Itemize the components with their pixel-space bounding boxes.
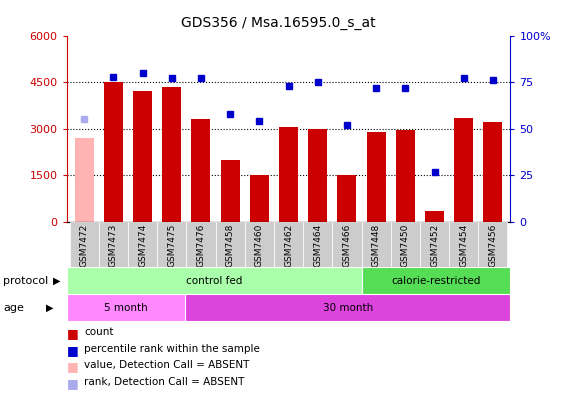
Text: GSM7473: GSM7473: [109, 224, 118, 267]
Text: GSM7464: GSM7464: [313, 224, 322, 267]
Bar: [274, 222, 303, 267]
Bar: [245, 222, 274, 267]
Text: ■: ■: [67, 327, 78, 340]
Bar: [128, 222, 157, 267]
Text: value, Detection Call = ABSENT: value, Detection Call = ABSENT: [84, 360, 249, 370]
Text: age: age: [3, 303, 24, 313]
Bar: [454, 118, 473, 222]
Text: GSM7474: GSM7474: [138, 224, 147, 267]
Text: GSM7462: GSM7462: [284, 224, 293, 267]
Bar: [449, 222, 478, 267]
Text: ■: ■: [67, 377, 78, 390]
Text: protocol: protocol: [3, 276, 48, 286]
Bar: [303, 222, 332, 267]
Text: count: count: [84, 327, 114, 337]
Text: ▶: ▶: [53, 276, 61, 286]
Bar: [478, 222, 508, 267]
Text: GSM7458: GSM7458: [226, 224, 235, 267]
Bar: [279, 127, 298, 222]
Text: GSM7454: GSM7454: [459, 224, 468, 267]
Bar: [220, 160, 240, 222]
Bar: [162, 87, 182, 222]
Bar: [361, 222, 391, 267]
Bar: [186, 222, 216, 267]
Bar: [391, 222, 420, 267]
Bar: [362, 267, 510, 294]
Bar: [396, 130, 415, 222]
Text: GDS356 / Msa.16595.0_s_at: GDS356 / Msa.16595.0_s_at: [181, 16, 376, 30]
Text: control fed: control fed: [186, 276, 243, 286]
Bar: [308, 129, 327, 222]
Text: percentile rank within the sample: percentile rank within the sample: [84, 344, 260, 354]
Bar: [483, 122, 502, 222]
Bar: [250, 175, 269, 222]
Bar: [367, 132, 386, 222]
Bar: [104, 82, 123, 222]
Bar: [338, 175, 357, 222]
Text: GSM7476: GSM7476: [197, 224, 205, 267]
Text: 5 month: 5 month: [104, 303, 148, 313]
Text: ■: ■: [67, 344, 78, 357]
Text: GSM7475: GSM7475: [167, 224, 176, 267]
Bar: [332, 222, 361, 267]
Bar: [191, 120, 211, 222]
Bar: [70, 222, 99, 267]
Text: rank, Detection Call = ABSENT: rank, Detection Call = ABSENT: [84, 377, 245, 387]
Text: 30 month: 30 month: [322, 303, 373, 313]
Bar: [99, 222, 128, 267]
Text: GSM7466: GSM7466: [342, 224, 351, 267]
Text: GSM7460: GSM7460: [255, 224, 264, 267]
Bar: [216, 222, 245, 267]
Bar: [425, 211, 444, 222]
Text: ■: ■: [67, 360, 78, 373]
Bar: [75, 138, 94, 222]
Text: GSM7452: GSM7452: [430, 224, 439, 267]
Bar: [67, 267, 362, 294]
Text: calorie-restricted: calorie-restricted: [392, 276, 481, 286]
Text: GSM7456: GSM7456: [488, 224, 498, 267]
Text: GSM7450: GSM7450: [401, 224, 410, 267]
Bar: [420, 222, 449, 267]
Text: ▶: ▶: [46, 303, 54, 313]
Bar: [185, 294, 510, 321]
Bar: [67, 294, 185, 321]
Text: GSM7472: GSM7472: [79, 224, 89, 267]
Bar: [133, 91, 152, 222]
Bar: [157, 222, 186, 267]
Text: GSM7448: GSM7448: [372, 224, 380, 267]
